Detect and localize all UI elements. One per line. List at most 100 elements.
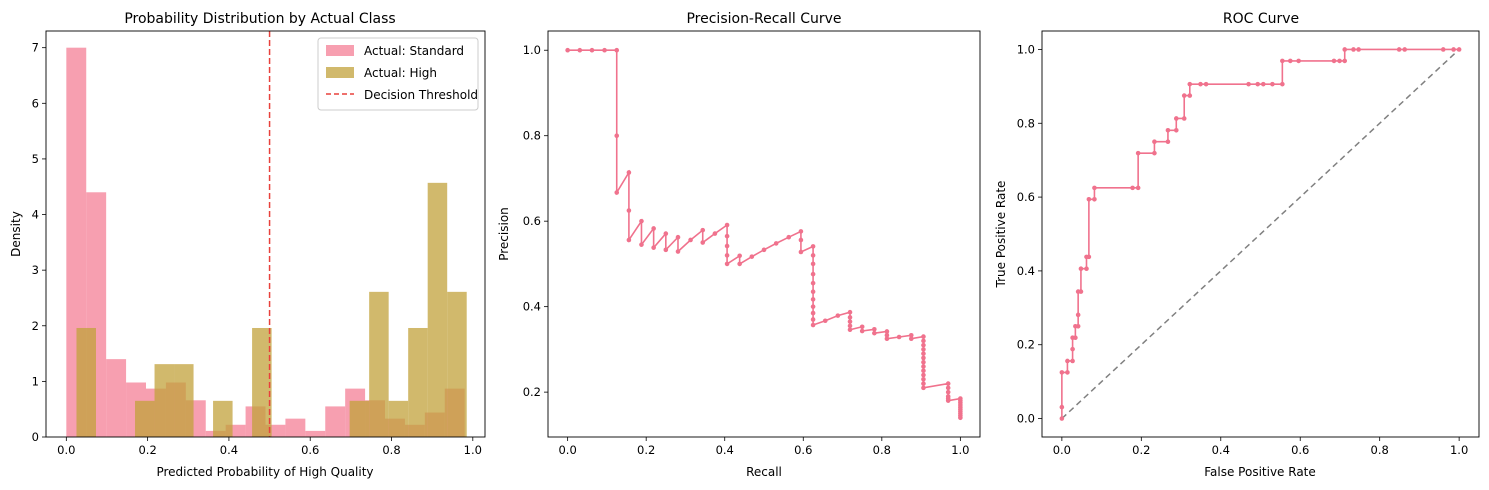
pr-point: [945, 381, 951, 386]
roc-point: [1135, 150, 1141, 156]
roc-point: [1396, 47, 1402, 52]
pr-title: Precision-Recall Curve: [686, 11, 841, 27]
bar-standard: [325, 406, 346, 437]
y-tick-label: 3: [32, 263, 39, 277]
roc-point: [1084, 266, 1089, 271]
legend-swatch-standard: [326, 45, 354, 56]
legend-frame: [317, 37, 479, 111]
pr-point: [921, 338, 926, 344]
y-tick-label: 0.8: [1017, 116, 1035, 130]
pr-point: [921, 372, 926, 378]
roc-point: [1246, 81, 1251, 87]
roc-frame: [1041, 30, 1480, 438]
roc-x-label: False Positive Rate: [1204, 465, 1316, 479]
y-tick-label: 1: [32, 374, 39, 388]
y-tick-label: 7: [32, 41, 39, 55]
roc-point: [1078, 266, 1084, 271]
bar-standard: [106, 359, 127, 437]
pr-point: [737, 261, 742, 267]
roc-point: [1296, 58, 1301, 64]
pr-point: [602, 47, 607, 53]
pr-x-ticks: 0.0 0.2 0.4 0.6 0.8 1.0: [558, 437, 970, 457]
roc-point: [1280, 81, 1285, 87]
pr-point: [712, 231, 718, 236]
roc-point: [1092, 197, 1097, 202]
pr-point: [675, 234, 681, 240]
x-tick-label: 0.4: [716, 443, 734, 457]
roc-point: [1070, 358, 1075, 364]
y-tick-label: 0.2: [1017, 338, 1035, 352]
y-tick-label: 4: [32, 208, 39, 222]
pr-point: [810, 289, 816, 294]
pr-plot-area: [565, 47, 963, 421]
roc-point: [1165, 127, 1171, 133]
pr-point: [945, 385, 951, 391]
pr-point: [651, 245, 656, 250]
histogram-x-label: Predicted Probability of High Quality: [156, 465, 373, 479]
pr-point: [884, 332, 890, 338]
pr-point: [589, 47, 595, 53]
roc-point: [1198, 81, 1203, 87]
legend-swatch-high: [326, 67, 354, 78]
pr-point: [798, 229, 804, 234]
pr-point: [847, 315, 853, 320]
roc-point: [1280, 58, 1285, 64]
pr-point: [798, 237, 804, 243]
x-tick-label: 1.0: [951, 443, 969, 457]
pr-point: [810, 317, 816, 322]
roc-point: [1440, 47, 1446, 52]
pr-point: [749, 254, 755, 259]
pr-point: [626, 208, 632, 213]
pr-point: [810, 304, 816, 309]
roc-point: [1337, 58, 1342, 64]
y-tick-label: 6: [32, 96, 39, 110]
pr-y-ticks: 0.2 0.4 0.6 0.8 1.0: [523, 43, 548, 399]
pr-point: [724, 261, 730, 267]
x-tick-label: 0.0: [57, 443, 75, 457]
pr-point: [577, 47, 583, 53]
pr-point: [872, 330, 877, 336]
roc-point: [1059, 370, 1065, 375]
roc-point: [1065, 358, 1070, 364]
pr-point: [724, 243, 730, 249]
roc-point: [1342, 58, 1348, 64]
bar-high: [388, 400, 409, 437]
pr-point: [921, 381, 926, 386]
pr-point: [614, 190, 620, 195]
bar-high: [135, 400, 155, 437]
pr-point: [921, 364, 926, 369]
pr-point: [639, 218, 644, 224]
pr-point: [847, 327, 853, 333]
roc-point: [1181, 116, 1187, 121]
roc-point: [1130, 185, 1135, 191]
pr-point: [639, 242, 644, 247]
pr-point: [675, 249, 681, 254]
bar-standard: [285, 418, 306, 437]
y-tick-label: 0.4: [1017, 264, 1035, 278]
y-tick-label: 0: [32, 430, 39, 444]
roc-point: [1059, 416, 1065, 421]
roc-point: [1456, 47, 1462, 52]
bar-high: [154, 364, 175, 437]
pr-point: [626, 237, 632, 243]
histogram-x-ticks: 0.0 0.2 0.4 0.6 0.8 1.0: [57, 437, 482, 457]
pr-point: [724, 222, 730, 228]
roc-point: [1351, 47, 1356, 52]
y-tick-label: 5: [32, 152, 39, 166]
y-tick-label: 2: [32, 319, 39, 333]
roc-point: [1152, 150, 1157, 156]
y-tick-label: 0.2: [523, 385, 541, 399]
pr-point: [921, 359, 926, 365]
roc-point: [1078, 289, 1084, 294]
roc-point: [1187, 81, 1193, 87]
roc-point: [1073, 335, 1078, 341]
y-tick-label: 0.6: [1017, 190, 1035, 204]
roc-point: [1342, 47, 1348, 52]
bar-standard: [305, 430, 326, 437]
pr-x-label: Recall: [746, 465, 782, 479]
bar-high: [349, 400, 370, 437]
pr-point: [737, 253, 742, 259]
histogram-frame: [45, 30, 486, 438]
y-tick-label: 0.4: [523, 300, 541, 314]
pr-point: [810, 322, 816, 328]
